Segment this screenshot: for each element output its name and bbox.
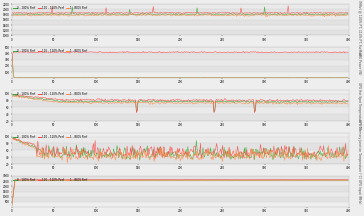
- Bar: [12, 157, 349, 164]
- Bar: [12, 137, 349, 143]
- Bar: [12, 150, 349, 157]
- Legend: 0 - 100% Perf, 110 - 110% Perf, 1 - BIOS Perf: 0 - 100% Perf, 110 - 110% Perf, 1 - BIOS…: [13, 134, 87, 139]
- Bar: [12, 4, 349, 10]
- Bar: [12, 25, 349, 30]
- Bar: [12, 114, 349, 121]
- Bar: [12, 143, 349, 150]
- Bar: [12, 192, 349, 197]
- Bar: [12, 10, 349, 15]
- Y-axis label: GPU Hot Spot Temperature (°C): GPU Hot Spot Temperature (°C): [357, 82, 361, 129]
- Legend: 0 - 100% Perf, 110 - 110% Perf, 1 - BIOS Perf: 0 - 100% Perf, 110 - 110% Perf, 1 - BIOS…: [13, 92, 87, 96]
- Y-axis label: GPU Power (W): GPU Power (W): [357, 52, 361, 74]
- Bar: [12, 15, 349, 20]
- Y-axis label: GPU Memory Junction Temperature (°C): GPU Memory Junction Temperature (°C): [357, 119, 361, 178]
- Bar: [12, 100, 349, 107]
- Bar: [12, 94, 349, 100]
- Bar: [12, 53, 349, 60]
- Legend: 0 - 100% Perf, 110 - 110% Perf, 1 - BIOS Perf: 0 - 100% Perf, 110 - 110% Perf, 1 - BIOS…: [13, 6, 87, 10]
- Bar: [12, 60, 349, 66]
- Bar: [12, 30, 349, 35]
- Bar: [12, 47, 349, 53]
- Legend: 0 - 100% Perf, 110 - 110% Perf, 1 - BIOS Perf: 0 - 100% Perf, 110 - 110% Perf, 1 - BIOS…: [13, 49, 87, 53]
- Bar: [12, 197, 349, 202]
- Bar: [12, 107, 349, 114]
- Bar: [12, 181, 349, 186]
- Legend: 0 - 100% Perf, 110 - 110% Perf, 1 - BIOS Perf: 0 - 100% Perf, 110 - 110% Perf, 1 - BIOS…: [13, 177, 87, 182]
- Bar: [12, 20, 349, 25]
- Bar: [12, 66, 349, 72]
- Bar: [12, 176, 349, 181]
- Y-axis label: GPU Input (MHz): GPU Input (MHz): [357, 179, 361, 204]
- Y-axis label: GPU Clock (MHz) @ 100% PT; 110% PT; FurMark: GPU Clock (MHz) @ 100% PT; 110% PT; FurM…: [357, 0, 361, 56]
- Bar: [12, 186, 349, 192]
